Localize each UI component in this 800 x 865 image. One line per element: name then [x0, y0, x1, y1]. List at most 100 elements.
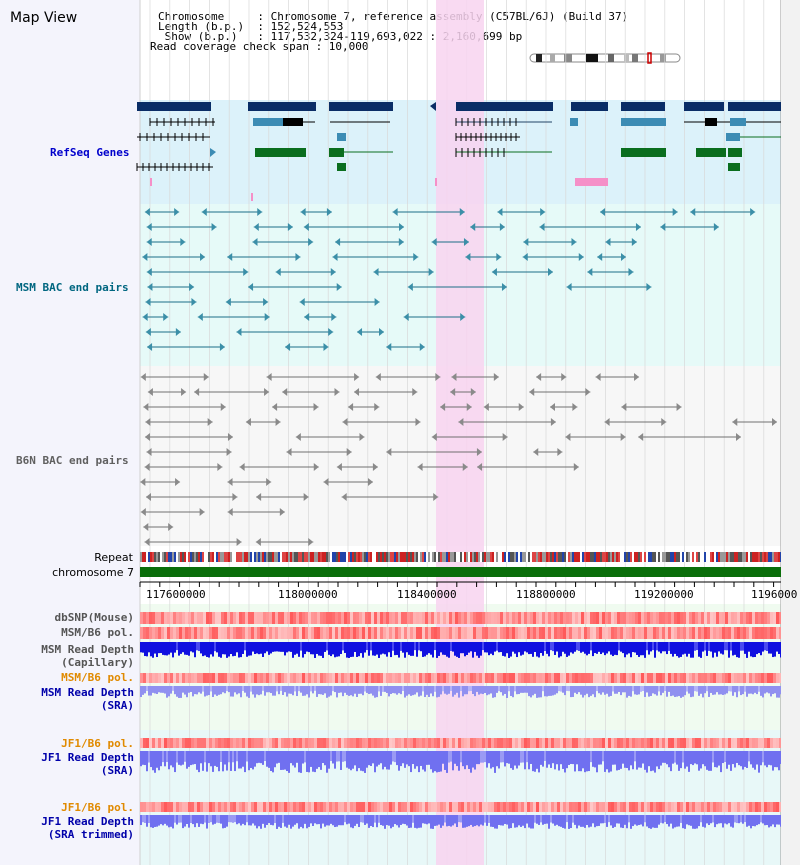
depth-bar [528, 642, 530, 655]
heat-cell [401, 627, 404, 639]
heat-cell [590, 738, 593, 748]
heat-cell [779, 738, 782, 748]
repeat-mark [694, 552, 696, 562]
depth-bar [144, 642, 146, 657]
gene-block [137, 102, 211, 111]
heat-cell [140, 802, 143, 812]
dbsnp-label[interactable]: dbSNP(Mouse) [54, 611, 134, 624]
depth-bar [478, 751, 480, 765]
depth-bar [734, 815, 736, 823]
heat-cell [185, 612, 188, 624]
heat-cell [488, 627, 491, 639]
depth-bar [326, 686, 328, 698]
depth-bar [480, 815, 482, 825]
heat-cell [536, 612, 539, 624]
repeat-mark [768, 552, 770, 562]
depth-bar [198, 642, 200, 652]
depth-bar [402, 751, 404, 764]
depth-bar [554, 751, 556, 770]
msm-depth-capillary-label[interactable]: MSM Read Depth [41, 643, 134, 656]
depth-bar [762, 642, 764, 652]
jf1-pol-label[interactable]: JF1/B6 pol. [61, 737, 134, 750]
depth-bar [266, 686, 268, 693]
heat-cell [218, 627, 221, 639]
heat-cell [416, 627, 419, 639]
repeat-mark [178, 552, 180, 562]
msm-depth-sra-label[interactable]: MSM Read Depth [41, 686, 134, 699]
jf1-pol-label-2[interactable]: JF1/B6 pol. [61, 801, 134, 814]
heat-cell [326, 738, 329, 748]
depth-bar [176, 815, 178, 825]
msm-pol-label-2[interactable]: MSM/B6 pol. [61, 671, 134, 684]
depth-bar [468, 686, 470, 692]
depth-bar [510, 751, 512, 769]
depth-bar [192, 642, 194, 653]
repeat-mark [300, 552, 302, 562]
heat-cell [758, 673, 761, 683]
heat-cell [338, 612, 341, 624]
depth-bar [462, 686, 464, 697]
heat-cell [731, 802, 734, 812]
heat-cell [179, 802, 182, 812]
gene-block [726, 133, 740, 141]
jf1-depth-trimmed-label[interactable]: JF1 Read Depth [41, 815, 134, 828]
depth-bar [570, 815, 572, 829]
heat-cell [698, 612, 701, 624]
repeat-mark [646, 552, 648, 562]
repeat-mark [680, 552, 682, 562]
depth-bar [620, 686, 622, 696]
depth-bar [750, 751, 752, 765]
depth-bar [294, 751, 296, 768]
heat-cell [329, 738, 332, 748]
heat-cell [686, 627, 689, 639]
depth-bar [748, 686, 750, 694]
heat-cell [653, 802, 656, 812]
heat-cell [542, 627, 545, 639]
chromosome-ideogram[interactable] [528, 51, 684, 65]
depth-bar [318, 642, 320, 656]
repeat-mark [230, 552, 232, 562]
refseq-genes-label[interactable]: RefSeq Genes [50, 146, 130, 159]
depth-bar [230, 751, 232, 771]
depth-bar [716, 751, 718, 768]
heat-cell [608, 738, 611, 748]
depth-bar [454, 751, 456, 764]
heat-cell [404, 802, 407, 812]
depth-bar [556, 815, 558, 825]
depth-bar [440, 686, 442, 695]
depth-bar [626, 686, 628, 698]
depth-bar [462, 642, 464, 654]
bac-end [372, 463, 378, 471]
b6n-bac-label[interactable]: B6N BAC end pairs [16, 454, 129, 467]
heat-cell [623, 802, 626, 812]
depth-bar [378, 815, 380, 823]
repeat-mark [412, 552, 414, 562]
depth-bar [596, 686, 598, 692]
depth-bar [520, 686, 522, 693]
depth-bar [450, 642, 452, 651]
heat-cell [686, 802, 689, 812]
repeat-mark [548, 552, 550, 562]
depth-bar [552, 642, 554, 652]
msm-bac-label[interactable]: MSM BAC end pairs [16, 281, 129, 294]
heat-cell [401, 802, 404, 812]
msm-pol-label[interactable]: MSM/B6 pol. [61, 626, 134, 639]
bac-end [661, 418, 667, 426]
repeat-mark [312, 552, 314, 562]
depth-bar [206, 751, 208, 772]
heat-cell [329, 612, 332, 624]
depth-bar [220, 686, 222, 695]
depth-bar [306, 751, 308, 772]
depth-bar [484, 751, 486, 763]
pink-feature [575, 178, 608, 186]
repeat-mark [350, 552, 352, 562]
jf1-depth-sra-label[interactable]: JF1 Read Depth [41, 751, 134, 764]
heat-cell [353, 627, 356, 639]
depth-bar [618, 686, 620, 692]
repeat-mark [280, 552, 282, 562]
depth-bar [496, 815, 498, 829]
heat-cell [695, 738, 698, 748]
depth-bar [294, 642, 296, 655]
depth-bar [684, 815, 686, 829]
